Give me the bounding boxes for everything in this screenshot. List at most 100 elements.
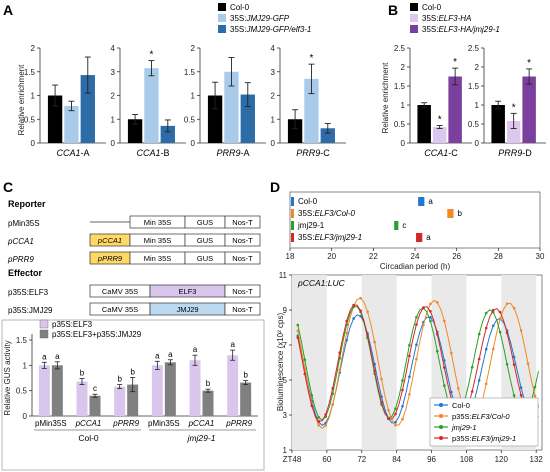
a-sub0-bar — [47, 95, 63, 143]
c-group-label: jmj29-1 — [187, 433, 216, 443]
d-luc-point — [415, 343, 418, 347]
d-luc-point — [443, 366, 446, 369]
d-luc-point — [394, 407, 397, 411]
b-sub0-bar — [448, 76, 462, 143]
d-luc-point — [394, 423, 397, 427]
d-luc-subjective-night — [361, 275, 397, 450]
ylabel-b: Relative enrichment — [381, 62, 390, 133]
legend-a-swatch — [218, 25, 226, 33]
b-sub0-category-label: CCA1-C — [424, 148, 458, 158]
d-period-mark — [416, 233, 423, 242]
d-period-mark — [447, 209, 454, 218]
d-luc-point — [477, 379, 481, 382]
d-luc-legend-marker — [439, 414, 443, 418]
c-letter: a — [193, 345, 198, 354]
c-bar — [89, 395, 101, 416]
a-sub2-ytick-label: 1.5 — [184, 68, 196, 77]
a-sub0-ytick-label: 1.5 — [24, 68, 36, 77]
d-luc-point — [317, 424, 321, 427]
legend-b-swatch — [410, 3, 418, 11]
d-luc-point — [415, 323, 418, 326]
c-legend-swatch — [39, 319, 49, 329]
panel-a: Col-0 35S:JMJ29-GFP 35S:JMJ29-GFP/elf3-1 Re… — [17, 3, 346, 158]
d-luc-point — [345, 319, 349, 323]
b-sub1-category-label: PRR9-D — [498, 148, 532, 158]
panel-label-b: B — [388, 2, 398, 18]
b-sub1-ytick-label: 2 — [475, 63, 480, 72]
d-luc-point — [422, 306, 425, 309]
d-luc-point — [303, 358, 307, 362]
d-luc-point — [484, 347, 488, 351]
b-sub1-bar — [506, 120, 521, 143]
c-legend-swatch — [39, 329, 49, 339]
d-luc-point — [366, 334, 369, 338]
a-sub3-ytick-label: 4 — [271, 44, 276, 53]
d-luc-point — [408, 393, 411, 396]
c-bar — [76, 381, 88, 416]
reporter-title: Reporter — [8, 199, 46, 209]
d-luc-point — [505, 302, 509, 306]
d-luc-point — [345, 338, 349, 342]
c-letter: b — [206, 379, 211, 388]
d-luc-point — [443, 359, 446, 362]
d-luc-point — [491, 324, 495, 328]
d-luc-point — [366, 310, 369, 314]
reporter-box-label: GUS — [197, 236, 213, 245]
d-luc-point — [310, 394, 314, 397]
d-period-xtick-label: 26 — [452, 252, 461, 261]
d-luc-point — [317, 419, 321, 423]
reporter-name: pCCA1 — [7, 237, 34, 246]
c-legend-label: p35S:ELF3+p35S:JMJ29 — [52, 330, 142, 339]
a-sub3-significance: * — [309, 53, 313, 64]
d-luc-point — [429, 310, 432, 313]
b-sub1-ytick-label: 0 — [475, 139, 480, 148]
c-category-label: pMin35S — [35, 419, 67, 428]
c-bar — [227, 355, 239, 416]
d-luc-point — [436, 349, 439, 353]
d-luc-point — [373, 340, 376, 344]
d-luc-point — [477, 357, 481, 361]
d-luc-point — [408, 375, 411, 379]
d-luc-point — [345, 331, 349, 335]
d-luc-ytick-label: 7 — [283, 341, 288, 350]
d-luc-point — [512, 355, 516, 359]
a-sub3-ytick-label: 0 — [271, 139, 276, 148]
d-luc-legend-marker — [439, 436, 443, 440]
d-luc-point — [324, 413, 328, 416]
panel-d: 18 20 22 24 26 28 30 Circadian period (h) Col-0 a… — [276, 191, 545, 464]
d-luc-point — [394, 412, 397, 416]
reporter-box-label: Min 35S — [144, 218, 172, 227]
effector-name: p35S:ELF3 — [8, 288, 49, 297]
d-luc-point — [484, 311, 488, 315]
d-luc-point — [498, 317, 502, 321]
a-sub1-ytick-label: 4 — [111, 44, 116, 53]
a-sub0-ytick-label: 1 — [31, 92, 36, 101]
reporter-box-label: Min 35S — [144, 254, 172, 263]
c-bar — [127, 384, 139, 416]
panel-label-a: A — [3, 2, 13, 18]
c-category-label: pCCA1 — [188, 419, 215, 428]
panel-label-c: C — [3, 179, 13, 195]
d-luc-xtick-label: 84 — [392, 455, 401, 464]
c-letter: a — [230, 340, 235, 349]
effector-box-label: Nos-T — [232, 287, 253, 296]
d-period-xtick-label: 20 — [327, 252, 336, 261]
d-luc-point — [429, 316, 432, 319]
a-sub1-significance: * — [149, 50, 153, 61]
d-luc-point — [470, 390, 474, 393]
d-luc-point — [477, 332, 481, 336]
effector-box — [224, 302, 261, 316]
d-luc-legend-label: jmj29-1 — [451, 423, 477, 432]
d-luc-point — [429, 302, 432, 306]
a-sub0-bar — [64, 105, 79, 143]
d-luc-point — [331, 387, 335, 390]
c-bar — [51, 365, 63, 416]
d-luc-point — [380, 401, 383, 404]
d-luc-point — [512, 363, 516, 366]
d-luc-legend-label: p35S:ELF3/jmj29-1 — [452, 434, 516, 443]
d-luc-ytick-label: 1 — [283, 446, 288, 455]
d-luc-point — [310, 404, 314, 408]
d-period-legend-swatch — [291, 221, 294, 230]
a-sub3-bar — [304, 78, 319, 143]
d-luc-point — [401, 405, 404, 408]
